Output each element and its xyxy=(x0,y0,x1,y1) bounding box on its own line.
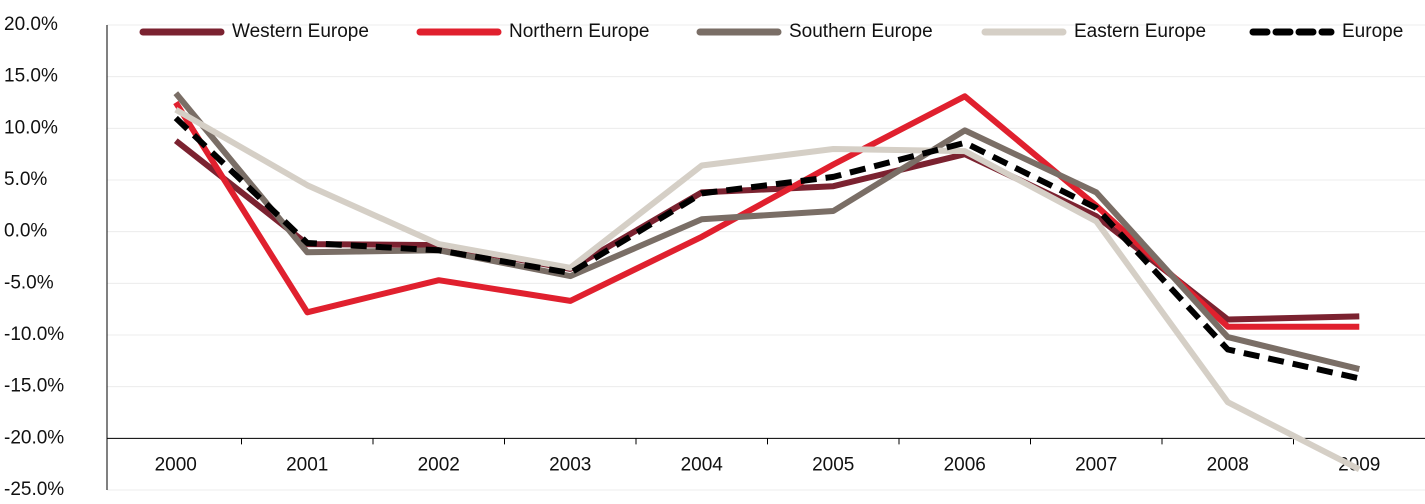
y-tick-label: -10.0% xyxy=(4,324,64,345)
y-tick-label: -5.0% xyxy=(4,272,54,293)
x-tick-label: 2001 xyxy=(286,454,328,475)
y-tick-label: 10.0% xyxy=(4,117,58,138)
x-tick-label: 2007 xyxy=(1075,454,1117,475)
x-tick-label: 2005 xyxy=(812,454,854,475)
series-line xyxy=(173,115,1360,382)
legend-label: Southern Europe xyxy=(789,21,933,42)
legend-label: Europe xyxy=(1342,21,1403,42)
series-line xyxy=(173,91,1361,373)
legend-label: Northern Europe xyxy=(509,21,649,42)
x-tick-label: 2008 xyxy=(1207,454,1249,475)
y-tick-label: 20.0% xyxy=(4,14,58,35)
x-tick-label: 2006 xyxy=(944,454,986,475)
y-tick-label: 5.0% xyxy=(4,169,47,190)
x-tick-label: 2004 xyxy=(681,454,724,475)
y-tick-label: -20.0% xyxy=(4,427,64,448)
y-tick-label: 0.0% xyxy=(4,221,47,242)
y-tick-label: 15.0% xyxy=(4,66,58,87)
x-tick-label: 2003 xyxy=(549,454,591,475)
legend-label: Western Europe xyxy=(232,21,369,42)
series-line xyxy=(173,93,1360,330)
x-tick-label: 2002 xyxy=(418,454,460,475)
series-line xyxy=(173,138,1360,323)
x-tick-label: 2000 xyxy=(155,454,197,475)
x-tick-label: 2009 xyxy=(1338,454,1380,475)
y-tick-label: -25.0% xyxy=(4,479,64,499)
series-line xyxy=(174,107,1361,472)
y-tick-label: -15.0% xyxy=(4,376,64,397)
legend-label: Eastern Europe xyxy=(1074,21,1206,42)
